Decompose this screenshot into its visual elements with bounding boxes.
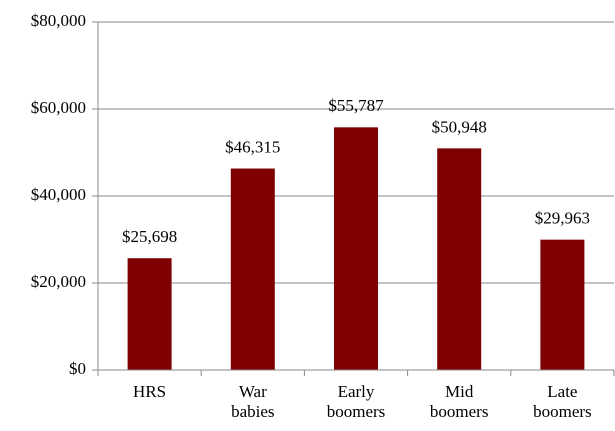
value-label: $29,963 (535, 209, 590, 228)
y-tick-label: $40,000 (31, 185, 86, 204)
bar (127, 258, 172, 370)
x-tick-label: Early boomers (326, 382, 386, 421)
y-tick-label: $80,000 (31, 11, 86, 30)
bar (540, 239, 585, 370)
bar (437, 148, 482, 370)
value-label: $25,698 (122, 227, 177, 246)
x-tick-label: War babies (231, 382, 275, 421)
x-tick-label: Mid boomers (429, 382, 489, 421)
bar (230, 168, 275, 370)
value-label: $50,948 (432, 117, 487, 136)
x-tick-label: Late boomers (533, 382, 592, 421)
value-label: $46,315 (225, 137, 280, 156)
y-tick-label: $60,000 (31, 98, 86, 117)
y-tick-label: $0 (69, 359, 86, 378)
bar (334, 127, 378, 370)
x-tick-label: HRS (133, 382, 167, 401)
y-tick-label: $20,000 (31, 272, 86, 291)
value-label: $55,787 (328, 96, 384, 115)
